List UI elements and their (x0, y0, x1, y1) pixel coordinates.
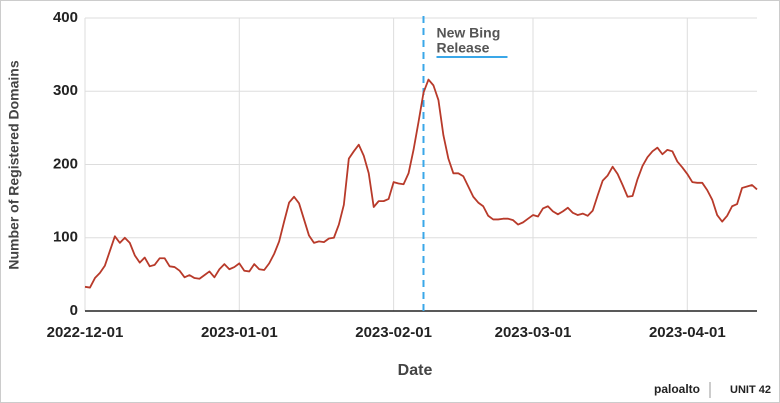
x-tick-label: 2023-02-01 (355, 324, 432, 341)
logo: UNIT 42 (730, 384, 771, 396)
y-axis-label: Number of Registered Domains (6, 60, 22, 269)
y-tick-label: 300 (53, 82, 78, 99)
annotation-text: Release (436, 40, 489, 56)
x-tick-label: 2023-01-01 (201, 324, 278, 341)
annotation-text: New Bing (436, 25, 500, 41)
y-tick-label: 0 (70, 302, 78, 319)
x-tick-label: 2022-12-01 (47, 324, 124, 341)
data-line (84, 78, 758, 289)
y-tick-label: 200 (53, 155, 78, 172)
x-axis-label: Date (398, 362, 433, 379)
x-tick-label: 2023-03-01 (495, 324, 572, 341)
y-tick-label: 100 (53, 229, 78, 246)
x-tick-label: 2023-04-01 (649, 324, 726, 341)
y-tick-label: 400 (53, 9, 78, 26)
logo: paloalto (654, 382, 700, 396)
